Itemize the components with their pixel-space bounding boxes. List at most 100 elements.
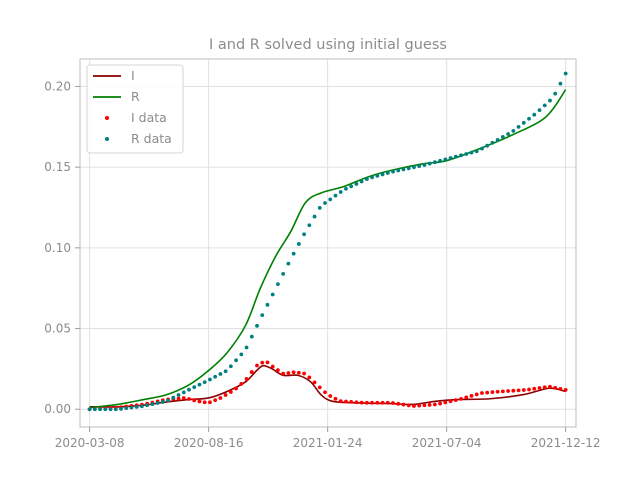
data-point: [532, 386, 537, 391]
data-point: [249, 334, 254, 339]
data-point: [453, 154, 458, 159]
data-point: [338, 399, 343, 404]
x-axis: 2020-03-08 2020-08-16 2021-01-24 2021-07-04…: [55, 427, 601, 450]
data-point: [480, 391, 484, 395]
data-point: [412, 165, 416, 170]
data-point: [401, 402, 406, 407]
data-point: [296, 370, 301, 375]
data-point: [553, 385, 558, 390]
data-point: [354, 182, 359, 186]
data-point: [506, 389, 511, 393]
data-point: [223, 369, 228, 374]
data-point: [218, 372, 223, 376]
data-point: [317, 385, 322, 390]
data-point: [359, 400, 364, 405]
data-point: [338, 190, 343, 194]
y-tick-label: 0.05: [44, 322, 71, 336]
data-point: [103, 407, 108, 412]
data-point: [448, 156, 453, 160]
data-point: [558, 386, 563, 391]
data-point: [563, 387, 568, 392]
data-point: [328, 197, 333, 202]
data-point: [260, 360, 265, 365]
data-point: [223, 393, 228, 397]
data-point: [443, 157, 448, 162]
data-point: [370, 175, 374, 180]
data-point: [563, 71, 568, 76]
data-point: [286, 261, 291, 266]
data-point: [265, 302, 270, 307]
data-point: [354, 400, 359, 405]
data-point: [286, 371, 291, 375]
data-point: [145, 403, 150, 408]
data-point: [558, 81, 563, 86]
data-point: [197, 382, 202, 387]
x-tick-label: 2021-01-24: [293, 436, 363, 450]
data-point: [218, 396, 223, 400]
data-point: [124, 406, 129, 411]
data-point: [244, 345, 249, 350]
data-point: [396, 168, 401, 173]
data-point: [228, 364, 233, 369]
data-point: [406, 166, 411, 171]
chart-title: I and R solved using initial guess: [209, 37, 447, 53]
data-point: [228, 390, 233, 394]
data-point: [344, 186, 348, 191]
data-point: [542, 103, 547, 108]
data-point: [385, 400, 390, 405]
data-point: [166, 398, 170, 403]
data-point: [459, 396, 463, 401]
data-point: [490, 140, 495, 145]
x-tick-label: 2021-07-04: [412, 436, 482, 450]
data-point: [249, 370, 254, 374]
data-point: [113, 407, 118, 412]
data-point: [412, 404, 416, 408]
data-point: [92, 407, 97, 412]
legend-label: I: [131, 68, 135, 83]
data-point: [208, 400, 212, 405]
data-point: [296, 242, 301, 246]
data-point: [464, 152, 469, 156]
data-point: [521, 120, 526, 125]
data-point: [516, 388, 521, 393]
data-point: [239, 352, 244, 357]
data-point: [474, 392, 479, 397]
data-point: [485, 390, 490, 395]
data-point: [260, 313, 265, 318]
data-point: [140, 404, 144, 409]
data-point: [417, 403, 422, 408]
data-point: [317, 205, 322, 210]
y-tick-label: 0.15: [44, 160, 71, 174]
data-point: [391, 401, 395, 405]
x-tick-label: 2020-08-16: [174, 436, 244, 450]
data-point: [244, 377, 249, 381]
data-point: [537, 108, 542, 112]
data-point: [255, 363, 259, 368]
data-point: [307, 223, 312, 228]
data-point: [521, 388, 526, 392]
data-point: [427, 402, 432, 407]
y-axis: 0.00 0.05 0.10 0.15 0.20: [44, 79, 80, 416]
data-point: [474, 149, 479, 154]
data-point: [396, 401, 401, 406]
data-point: [265, 360, 270, 365]
data-point: [192, 398, 197, 403]
data-point: [307, 375, 312, 380]
data-point: [364, 177, 369, 182]
data-point: [375, 173, 380, 178]
data-point: [323, 390, 327, 395]
data-point: [333, 193, 338, 198]
data-point: [553, 91, 558, 96]
data-point: [406, 403, 411, 408]
data-point: [511, 388, 516, 393]
data-point: [323, 201, 327, 205]
data-point: [485, 143, 490, 148]
data-point: [87, 407, 92, 412]
data-point: [385, 171, 390, 175]
data-point: [391, 169, 395, 174]
data-point: [370, 400, 374, 405]
data-point: [312, 380, 317, 385]
x-tick-label: 2021-12-12: [531, 436, 601, 450]
data-point: [239, 382, 244, 386]
data-point: [213, 398, 218, 403]
